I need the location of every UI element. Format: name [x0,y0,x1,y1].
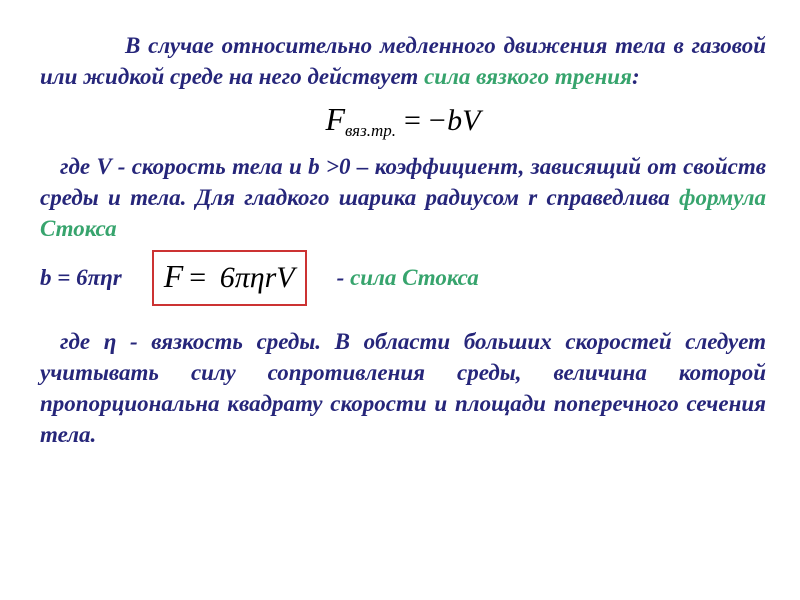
stokes-label-wrap: - сила Стокса [337,262,479,293]
formula1-F: F [325,101,345,137]
stokes-eq: = [183,261,212,294]
para2-lead: где V - скорость тела и b >0 – коэффицие… [40,154,766,210]
stokes-rhs: 6πηrV [212,261,294,294]
para1-lead: В случае относительно медленного движени… [40,33,766,89]
paragraph-2: где V - скорость тела и b >0 – коэффицие… [40,151,766,244]
paragraph-1: В случае относительно медленного движени… [40,30,766,92]
formula-viscous-friction: Fвяз.тр.=−bV [40,98,766,143]
para3-text: где η - вязкость среды. В области больши… [40,329,766,447]
para1-tail: : [632,64,640,89]
stokes-boxed-formula: F= 6πηrV [152,250,307,306]
stokes-lhs: b = 6πηr [40,262,122,293]
stokes-dash: - [337,265,350,290]
formula1-sub: вяз.тр. [345,121,398,140]
formula1-eq: = [398,104,427,137]
stokes-row: b = 6πηr F= 6πηrV - сила Стокса [40,250,766,306]
formula1-rhs: −bV [427,104,481,137]
formula1-expr: Fвяз.тр.=−bV [325,98,480,143]
stokes-label: сила Стокса [350,265,479,290]
paragraph-3: где η - вязкость среды. В области больши… [40,326,766,450]
page: В случае относительно медленного движени… [0,0,800,600]
stokes-F: F [164,258,184,294]
para1-accent: сила вязкого трения [424,64,632,89]
